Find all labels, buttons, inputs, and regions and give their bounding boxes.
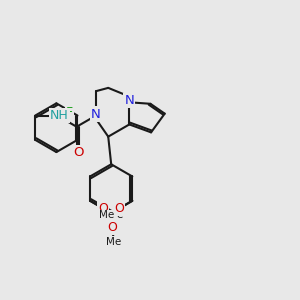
Text: N: N — [124, 94, 134, 106]
Text: F: F — [66, 106, 73, 119]
Text: O: O — [98, 202, 108, 215]
Text: Me: Me — [100, 210, 115, 220]
Text: O: O — [74, 146, 84, 159]
Text: O: O — [115, 202, 124, 215]
Text: N: N — [91, 107, 101, 121]
Text: O: O — [108, 221, 117, 234]
Text: NH: NH — [50, 109, 69, 122]
Text: Me: Me — [108, 210, 123, 220]
Text: Me: Me — [106, 237, 122, 247]
